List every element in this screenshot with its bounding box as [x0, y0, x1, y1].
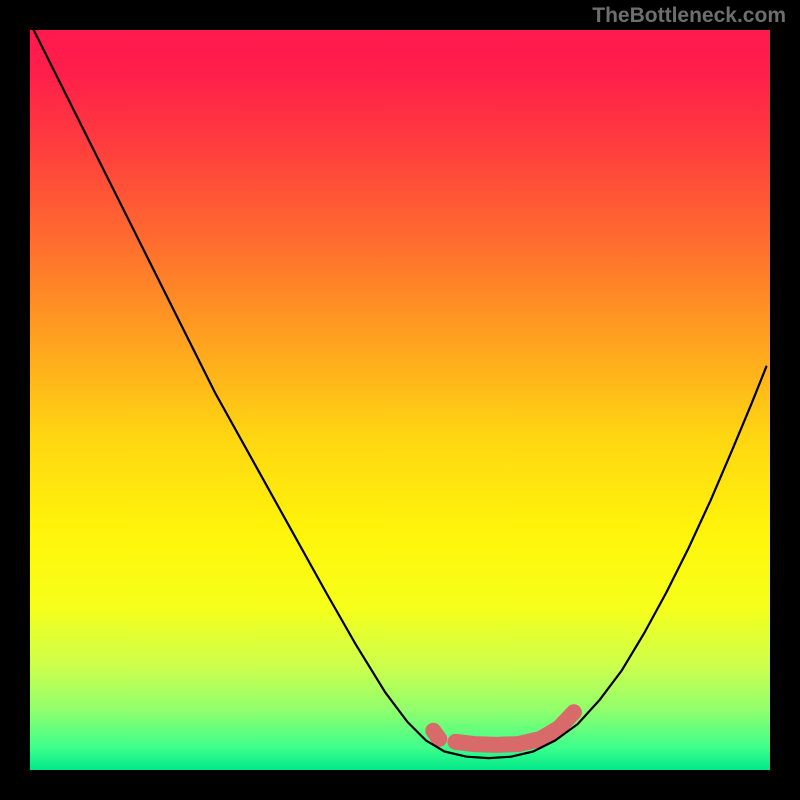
curve-layer [30, 30, 770, 770]
watermark-text: TheBottleneck.com [592, 4, 786, 28]
bottleneck-curve [34, 30, 767, 758]
plot-area [30, 30, 770, 770]
highlight-segments [433, 712, 574, 745]
chart-container: TheBottleneck.com [0, 0, 800, 800]
highlight-segment [433, 731, 439, 739]
